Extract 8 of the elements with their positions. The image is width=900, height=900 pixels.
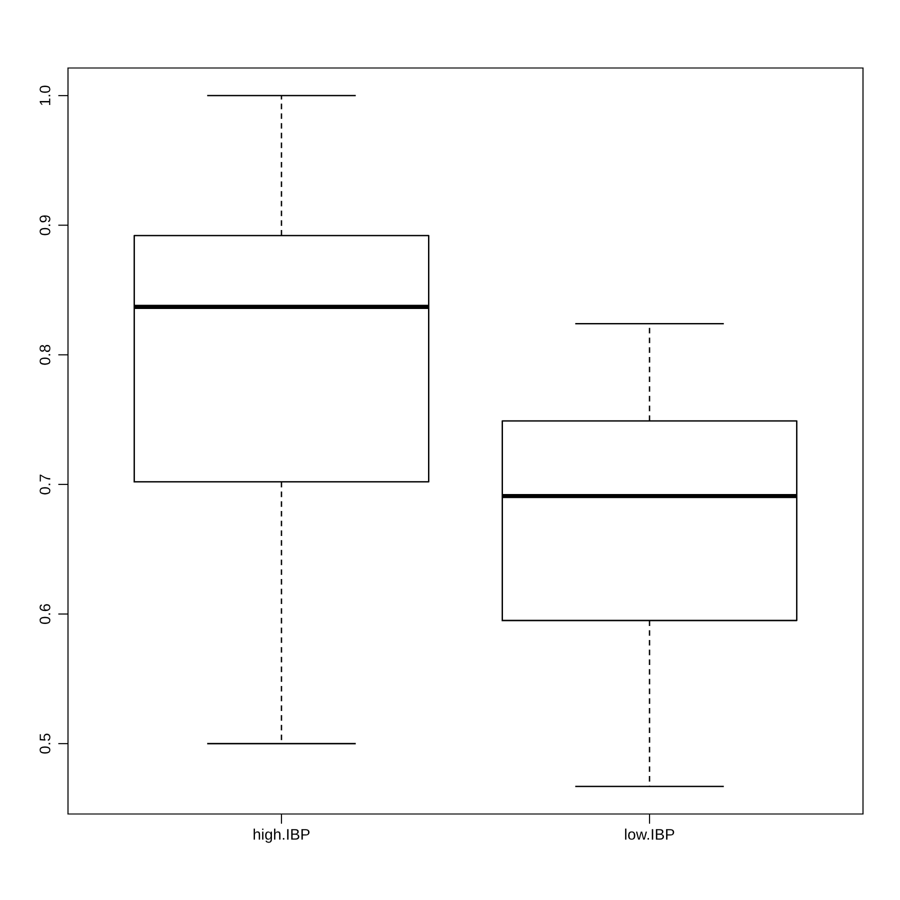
x-tick-label: low.IBP <box>625 828 674 840</box>
y-tick-label: 1.0 <box>40 86 50 106</box>
y-tick-label: 0.6 <box>40 604 50 624</box>
x-tick-label: high.IBP <box>254 828 310 843</box>
y-tick-label: 0.7 <box>40 474 50 494</box>
y-tick-label: 0.8 <box>40 344 50 365</box>
y-tick-label: 0.5 <box>40 734 50 754</box>
y-tick-label: 0.9 <box>40 215 50 236</box>
